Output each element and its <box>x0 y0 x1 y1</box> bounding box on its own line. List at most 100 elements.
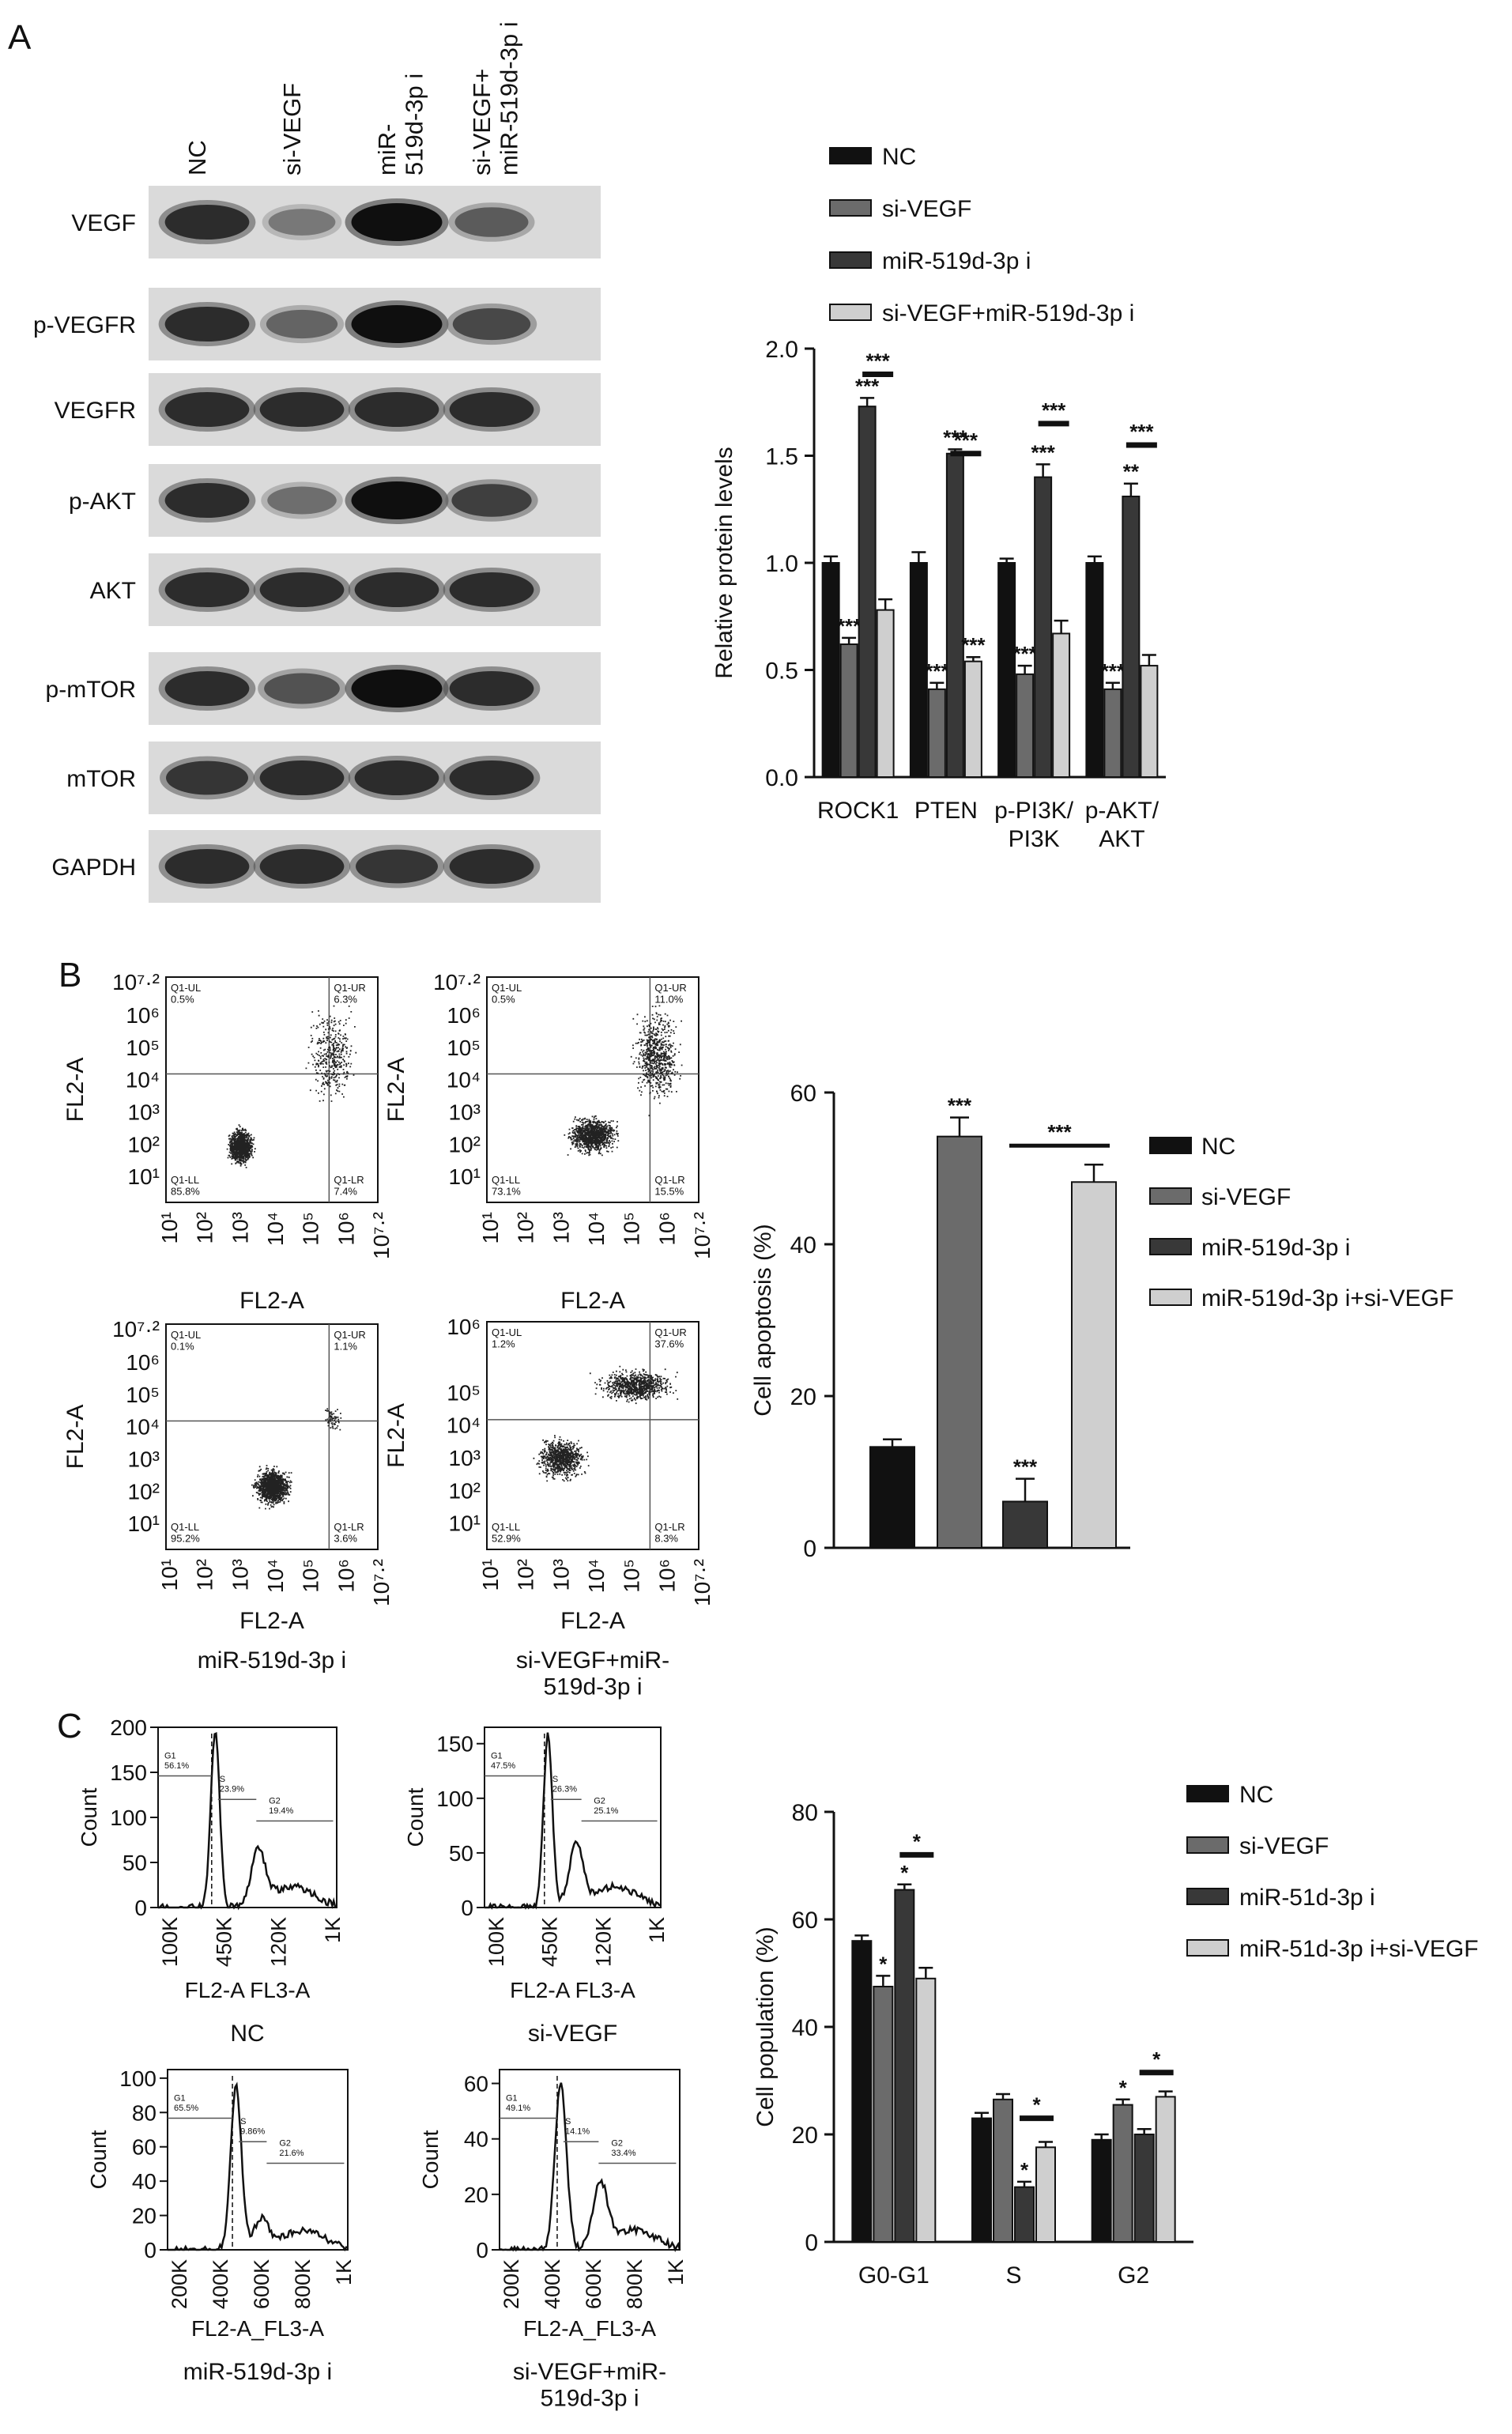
gate-s-label-line: S <box>220 1775 225 1784</box>
dot-plot-frame <box>486 976 699 1203</box>
panel-label-b: B <box>58 956 81 994</box>
panel-label-a: A <box>8 18 32 57</box>
protein-chart-y-tick-label: 1.0 <box>765 551 798 577</box>
blot-band <box>454 207 529 237</box>
apoptosis-chart-y-tick-label: 60 <box>790 1081 816 1107</box>
gate-s-label: S 26.3% <box>552 1775 577 1794</box>
histogram-x-tick-label: 600K <box>250 2259 273 2309</box>
protein-chart-bracket-stars: *** <box>1042 398 1066 422</box>
quadrant-ll-line: 73.1% <box>492 1186 521 1198</box>
apoptosis-chart-legend-swatch <box>1149 1238 1192 1255</box>
blot-band <box>259 848 345 885</box>
dot-x-tick-label: 10³ <box>549 1212 573 1243</box>
quadrant-ul-line: 1.2% <box>492 1338 515 1350</box>
quadrant-ul: Q1-UL 1.2% <box>492 1326 522 1350</box>
protein-chart-significance-stars: *** <box>855 374 880 398</box>
histogram-y-tick-label: 0 <box>134 1896 147 1920</box>
blot-row-label: VEGFR <box>55 398 136 424</box>
protein-chart-bar <box>927 688 946 779</box>
dot-y-tick-label: 10² <box>128 1479 160 1504</box>
gate-g2-label-line: 33.4% <box>611 2149 635 2158</box>
dot-x-tick-label: 10² <box>193 1559 217 1591</box>
dot-y-tick-label: 10² <box>449 1478 481 1503</box>
dot-y-top-label: 10⁶ <box>447 1315 481 1339</box>
protein-chart-bar <box>858 406 877 778</box>
histogram-curve <box>158 1731 337 1911</box>
dot-y-top-label: 10⁷·² <box>433 970 481 994</box>
protein-chart-bar <box>997 562 1016 778</box>
lane-label-line: 519d-3p i <box>401 74 428 175</box>
protein-chart-legend-label: si-VEGF <box>882 196 971 222</box>
dot-y-axis-title: FL2-A <box>383 1058 409 1123</box>
population-chart-bar <box>1133 2134 1155 2243</box>
apoptosis-chart-legend-label: NC <box>1201 1134 1235 1160</box>
blot-row-label: mTOR <box>66 766 136 792</box>
histogram-y-tick-label: 50 <box>123 1851 147 1875</box>
histogram-y-tick-label: 20 <box>464 2183 488 2207</box>
quadrant-ur-line: Q1-UR <box>654 982 686 994</box>
histogram-y-tick-label: 200 <box>110 1715 147 1740</box>
gate-g2-label-line: 25.1% <box>594 1806 618 1816</box>
protein-chart-y-tick-label: 0.5 <box>765 659 798 685</box>
dot-x-axis-title: FL2-A <box>239 1288 304 1314</box>
gate-s-label-line: S <box>240 2117 246 2126</box>
dot-plot-caption: si-VEGF+miR-519d-3p i <box>516 1647 669 1700</box>
protein-chart-y-tick-label: 2.0 <box>765 337 798 363</box>
dot-y-axis-title: FL2-A <box>62 1058 89 1123</box>
histogram-x-axis-title: FL2-A FL3-A <box>510 1978 635 2002</box>
quadrant-lr-line: Q1-LR <box>334 1521 364 1533</box>
quadrant-lr: Q1-LR 3.6% <box>334 1521 364 1545</box>
histogram-y-tick-label: 20 <box>132 2204 156 2228</box>
protein-chart-bar <box>1052 632 1071 778</box>
gate-g2-label-line: 19.4% <box>269 1806 293 1816</box>
dot-x-tick-label: 10⁵ <box>299 1559 323 1593</box>
lane-label: miR-519d-3p i <box>373 74 428 175</box>
population-chart-bar <box>851 1940 873 2243</box>
protein-chart-y-axis-title: Relative protein levels <box>711 447 737 678</box>
histogram-x-tick-label: 120K <box>266 1917 290 1967</box>
apoptosis-chart-significance-stars: *** <box>1013 1455 1038 1479</box>
scatter-events <box>226 1005 357 1168</box>
histogram-y-tick-label: 60 <box>132 2135 156 2160</box>
quadrant-ll: Q1-LL 85.8% <box>171 1174 200 1198</box>
blot-band <box>164 848 250 885</box>
population-chart-legend-label: NC <box>1239 1782 1273 1808</box>
apoptosis-chart-significance-stars: *** <box>948 1094 972 1118</box>
protein-chart-category-label: ROCK1 <box>817 798 899 824</box>
protein-chart-bar <box>945 452 964 778</box>
gate-g1-label-line: 47.5% <box>491 1761 515 1771</box>
blot-band <box>356 849 438 884</box>
histogram-y-tick-label: 100 <box>436 1787 473 1811</box>
blot-band <box>268 209 336 236</box>
blot-band <box>451 484 532 517</box>
quadrant-lr-line: Q1-LR <box>654 1521 684 1533</box>
histogram-y-axis-title: Count <box>86 2130 111 2189</box>
dot-y-tick-label: 10⁴ <box>447 1068 481 1092</box>
dot-x-tick-label: 10⁷·² <box>369 1559 394 1606</box>
dot-x-tick-label: 10⁵ <box>299 1212 323 1246</box>
dot-y-tick-label: 10⁴ <box>126 1068 160 1092</box>
dot-y-tick-label: 10³ <box>449 1100 481 1125</box>
blot-band <box>266 309 338 339</box>
dot-x-tick-label: 10⁴ <box>584 1212 609 1246</box>
gate-g2-label: G2 25.1% <box>594 1797 618 1816</box>
histogram-x-axis-title: FL2-A FL3-A <box>185 1978 311 2002</box>
protein-chart-legend-label: si-VEGF+miR-519d-3p i <box>882 300 1134 326</box>
population-chart-y-tick-label: 20 <box>792 2123 818 2149</box>
quadrant-ll: Q1-LL 73.1% <box>492 1174 521 1198</box>
histogram-x-tick-label: 1K <box>321 1917 345 1943</box>
gate-g2-label: G2 33.4% <box>611 2139 635 2158</box>
dot-x-tick-label: 10⁴ <box>584 1559 609 1593</box>
histogram-frame <box>167 2069 349 2251</box>
histogram-frame <box>484 1726 662 1908</box>
gate-g2-label-line: G2 <box>611 2139 623 2149</box>
histogram-x-axis-title: FL2-A_FL3-A <box>191 2316 324 2341</box>
histogram-x-tick-label: 800K <box>623 2259 647 2309</box>
dot-x-tick-label: 10⁶ <box>334 1559 358 1593</box>
dot-x-tick-label: 10² <box>514 1559 538 1591</box>
apoptosis-chart-bar <box>937 1135 982 1549</box>
gate-g1-label-line: 49.1% <box>506 2104 530 2113</box>
blot-band <box>267 486 337 515</box>
protein-chart-legend-swatch <box>829 199 872 217</box>
gate-g2-label-line: 21.6% <box>279 2149 304 2158</box>
